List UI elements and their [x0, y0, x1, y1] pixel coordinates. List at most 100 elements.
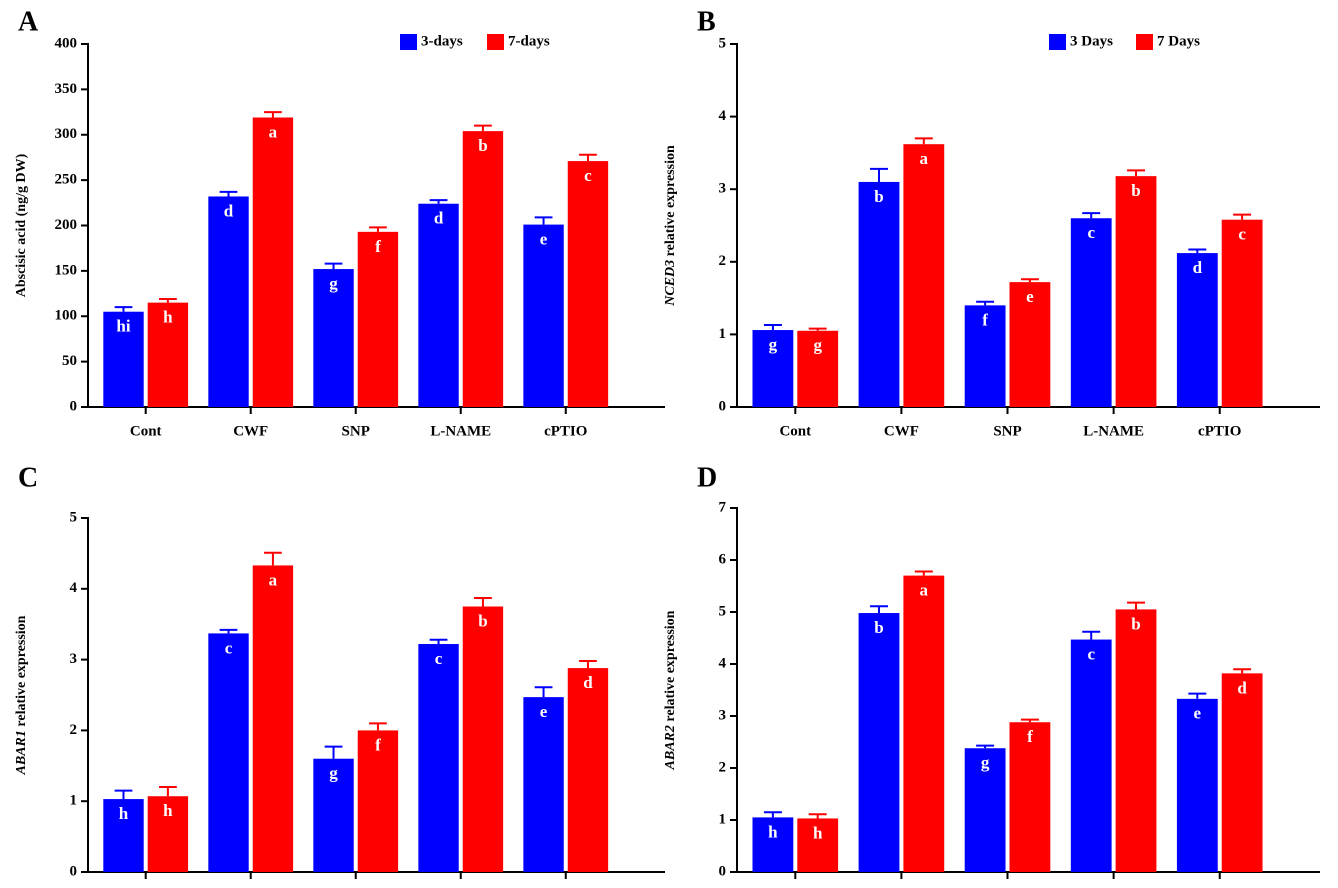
y-tick-label: 300 [55, 126, 78, 142]
significance-letter: e [1194, 704, 1202, 723]
y-axis-label: Abscisic acid (ng/g DW) [14, 153, 29, 297]
significance-letter: d [224, 201, 234, 220]
y-axis-label-gene: NCED3 [663, 260, 678, 307]
significance-letter: c [1087, 644, 1095, 663]
panel-label: A [18, 6, 39, 37]
y-tick-label: 3 [70, 651, 78, 667]
legend-label: 3-days [421, 33, 463, 49]
error-bar [1127, 169, 1145, 177]
x-tick-label: cPTIO [544, 423, 587, 439]
y-tick-label: 4 [719, 108, 727, 124]
error-bar [1233, 668, 1252, 674]
significance-letter: g [329, 764, 338, 783]
y-axis-label: ABAR1 relative expression [14, 615, 29, 775]
y-axis-label: ABAR2 relative expression [663, 610, 678, 770]
bar [103, 799, 144, 872]
significance-letter: b [1131, 614, 1140, 633]
y-tick-label: 1 [70, 793, 78, 809]
significance-letter: b [478, 136, 487, 155]
x-tick-label: CWF [233, 423, 268, 439]
significance-letter: b [874, 618, 883, 637]
bar [147, 796, 189, 872]
error-bar [219, 628, 238, 634]
error-bar [474, 597, 492, 607]
error-bar [579, 660, 597, 669]
bar [1115, 176, 1157, 407]
y-tick-label: 4 [70, 580, 78, 596]
panel-label: B [697, 6, 716, 37]
x-tick-label: SNP [342, 423, 370, 439]
significance-letter: c [1087, 223, 1095, 242]
significance-letter: h [119, 804, 129, 823]
panel: B NCED3 relative expression 0 1 2 3 4 5 Cont g g CW… [663, 6, 1320, 439]
error-bar [1082, 212, 1101, 219]
x-tick-label: L-NAME [1083, 423, 1144, 439]
bar [208, 633, 249, 872]
y-axis-label-gene: ABAR2 [663, 725, 678, 770]
y-tick-label: 3 [719, 707, 727, 723]
x-tick-label: cPTIO [1198, 423, 1241, 439]
legend-label: 7 Days [1157, 33, 1200, 49]
bar [964, 748, 1006, 872]
error-bar [114, 306, 133, 312]
y-tick-label: 0 [719, 398, 727, 414]
y-axis-label-text: relative expression [663, 610, 678, 721]
bar [523, 697, 564, 872]
x-tick-label: L-NAME [430, 423, 491, 439]
bar [1070, 218, 1112, 407]
bar [357, 231, 399, 407]
legend-swatch [1049, 34, 1066, 50]
bar [252, 565, 294, 872]
error-bar [808, 813, 827, 819]
y-tick-label: 150 [55, 262, 78, 278]
bar [567, 161, 609, 407]
x-tick-label: SNP [993, 423, 1021, 439]
panel-label: C [18, 462, 38, 493]
error-bar [1188, 692, 1207, 699]
y-tick-label: 50 [62, 353, 77, 369]
significance-letter: e [540, 229, 548, 248]
bar [523, 224, 564, 407]
y-tick-label: 3 [719, 181, 727, 197]
y-tick-label: 4 [719, 655, 727, 671]
bar [208, 196, 249, 407]
y-tick-label: 2 [70, 722, 78, 738]
y-tick-label: 1 [719, 811, 727, 827]
legend-swatch [1136, 34, 1153, 50]
error-bar [369, 226, 387, 232]
y-tick-label: 0 [70, 398, 78, 414]
significance-letter: c [435, 649, 443, 668]
y-tick-label: 400 [55, 35, 78, 51]
y-axis-label-gene: ABAR1 [14, 730, 29, 775]
significance-letter: f [982, 310, 988, 329]
significance-letter: a [920, 581, 929, 600]
bar [418, 644, 459, 872]
error-bar [870, 167, 888, 182]
significance-letter: f [375, 735, 381, 754]
significance-letter: d [1237, 678, 1247, 697]
y-tick-label: 100 [55, 308, 78, 324]
error-bar [763, 811, 782, 818]
significance-letter: b [1131, 181, 1140, 200]
bar [903, 144, 945, 408]
significance-letter: d [1193, 258, 1203, 277]
y-tick-label: 7 [719, 499, 727, 515]
bar [1176, 253, 1218, 407]
y-axis-label: NCED3 relative expression [663, 145, 678, 307]
bar [964, 305, 1006, 407]
bar [313, 758, 354, 872]
error-bar [159, 298, 177, 303]
bar [357, 730, 399, 872]
error-bar [579, 153, 597, 162]
legend-label: 7-days [508, 33, 550, 49]
error-bar [264, 111, 282, 118]
significance-letter: g [329, 274, 338, 293]
bar [1176, 698, 1218, 872]
bar [752, 330, 794, 407]
legend-label: 3 Days [1070, 33, 1113, 49]
bar [462, 131, 504, 407]
y-axis-label-text: relative expression [663, 145, 678, 256]
error-bar [1188, 248, 1207, 254]
bar [1221, 219, 1263, 407]
